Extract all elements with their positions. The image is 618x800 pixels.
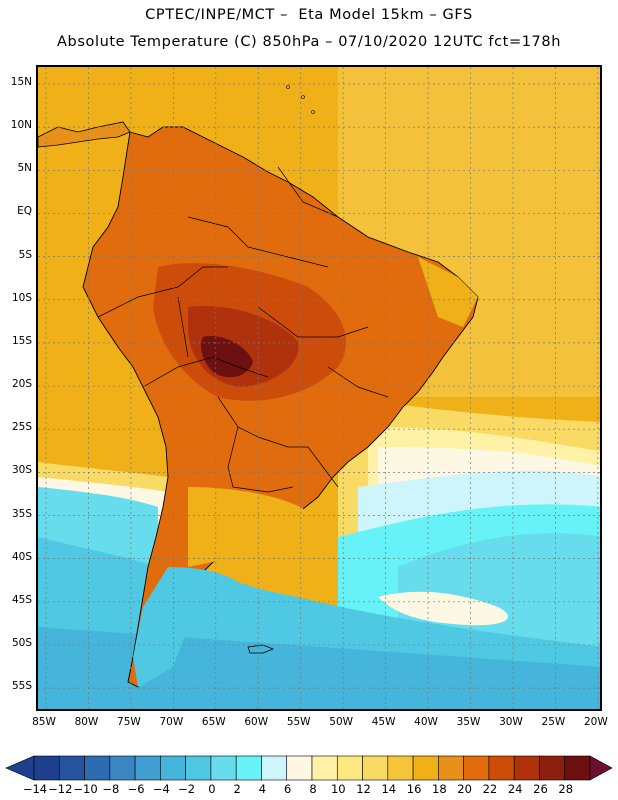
colorbar-tick-label: 8 (309, 782, 317, 796)
map-grid (38, 67, 600, 709)
colorbar-swatch (109, 755, 136, 781)
colorbar-swatch (84, 755, 111, 781)
colorbar-tick-label: 14 (381, 782, 397, 796)
colorbar-swatch (210, 755, 237, 781)
lat-tick-label: 45S (11, 593, 32, 606)
colorbar-arrow-right (589, 755, 613, 781)
colorbar-swatch (286, 755, 313, 781)
colorbar-swatch (33, 755, 60, 781)
lon-tick-label: 75W (117, 716, 141, 728)
field-atlantic-tongue (378, 591, 508, 626)
colorbar-swatch (387, 755, 414, 781)
colorbar-tick-label: 20 (457, 782, 472, 796)
colorbar-swatch (311, 755, 338, 781)
colorbar-tick-label: −12 (48, 782, 73, 796)
colorbar-tick-label: −6 (127, 782, 145, 796)
colorbar-tick-label: −4 (152, 782, 170, 796)
colorbar-swatch (513, 755, 540, 781)
central-america-outline (38, 121, 131, 148)
country-borders (97, 166, 389, 493)
colorbar-tick-label: 24 (507, 782, 523, 796)
lat-tick-label: 30S (11, 464, 32, 477)
lat-tick-label: 5S (18, 248, 32, 261)
lat-tick-label: EQ (17, 205, 32, 218)
field-argentina (188, 487, 308, 567)
colorbar-tick-label: 12 (356, 782, 371, 796)
temperature-map (36, 65, 602, 711)
island-1 (286, 85, 290, 89)
lon-tick-label: 50W (329, 716, 354, 728)
lat-tick-label: 15N (10, 76, 32, 88)
colorbar-tick-label: 18 (432, 782, 447, 796)
lon-tick-label: 40W (414, 716, 438, 728)
colorbar-tick-label: −2 (178, 782, 196, 796)
field-patagonia (133, 567, 238, 687)
colorbar-swatch (58, 755, 85, 781)
lat-tick-label: 40S (11, 550, 32, 563)
lon-tick-label: 55W (286, 716, 311, 728)
colorbar-swatch (488, 755, 515, 781)
lat-tick-label: 15S (11, 334, 32, 347)
lat-tick-label: 25S (11, 421, 32, 434)
colorbar-tick-label: 10 (330, 782, 346, 796)
colorbar-tick-label: 26 (533, 782, 548, 796)
colorbar-tick-label: 0 (208, 782, 216, 796)
colorbar-swatch (235, 755, 262, 781)
lat-tick-label: 5N (17, 162, 32, 175)
lon-tick-label: 65W (201, 716, 226, 728)
colorbar-swatch (362, 755, 389, 781)
lon-tick-label: 45W (371, 716, 396, 728)
lon-tick-label: 85W (32, 716, 56, 728)
lat-tick-label: 50S (11, 636, 32, 649)
island-3 (311, 110, 315, 114)
colorbar-tick-label: 16 (406, 782, 422, 796)
colorbar-swatch (438, 755, 464, 781)
lon-tick-label: 30W (499, 716, 523, 728)
field-heat-core-28 (201, 336, 253, 378)
map-title-line-2: Absolute Temperature (C) 850hPa – 07/10/… (57, 34, 561, 50)
lat-tick-label: 10N (10, 119, 32, 132)
island-2 (301, 95, 305, 99)
colorbar-tick-label: −14 (22, 782, 48, 796)
colorbar-tick-label: 6 (284, 782, 292, 796)
colorbar-tick-label: −8 (102, 782, 120, 796)
colorbar-tick-label: 22 (482, 782, 498, 796)
lon-tick-label: 80W (74, 716, 99, 728)
colorbar-swatch (160, 755, 186, 781)
lon-tick-label: 25W (541, 716, 566, 728)
temperature-colorbar (5, 755, 613, 781)
lon-tick-label: 60W (244, 716, 269, 728)
lat-tick-label: 55S (11, 680, 32, 693)
colorbar-swatch (261, 755, 288, 781)
map-title-line-1: CPTEC/INPE/MCT – Eta Model 15km – GFS (145, 7, 473, 23)
lon-tick-label: 35W (456, 716, 481, 728)
colorbar-swatch (539, 755, 566, 781)
colorbar-tick-label: 2 (233, 782, 241, 796)
lat-tick-label: 20S (11, 378, 32, 391)
colorbar-swatch (564, 755, 591, 781)
falkland-islands (247, 644, 275, 654)
field-northeast-coast (418, 257, 478, 327)
temperature-field-svg (38, 67, 600, 709)
colorbar-swatch (336, 755, 363, 781)
colorbar-swatch (134, 755, 161, 781)
colorbar-swatch (463, 755, 490, 781)
colorbar-tick-label: 4 (258, 782, 267, 796)
lat-tick-label: 10S (11, 291, 32, 304)
colorbar-swatch (412, 755, 439, 781)
lon-tick-label: 70W (159, 716, 184, 728)
colorbar-swatch (185, 755, 212, 781)
colorbar-arrow-left (5, 755, 35, 781)
colorbar-tick-label: −10 (73, 782, 98, 796)
lat-tick-label: 35S (11, 507, 32, 520)
lon-tick-label: 20W (583, 716, 608, 728)
colorbar-tick-label: 28 (558, 782, 574, 796)
